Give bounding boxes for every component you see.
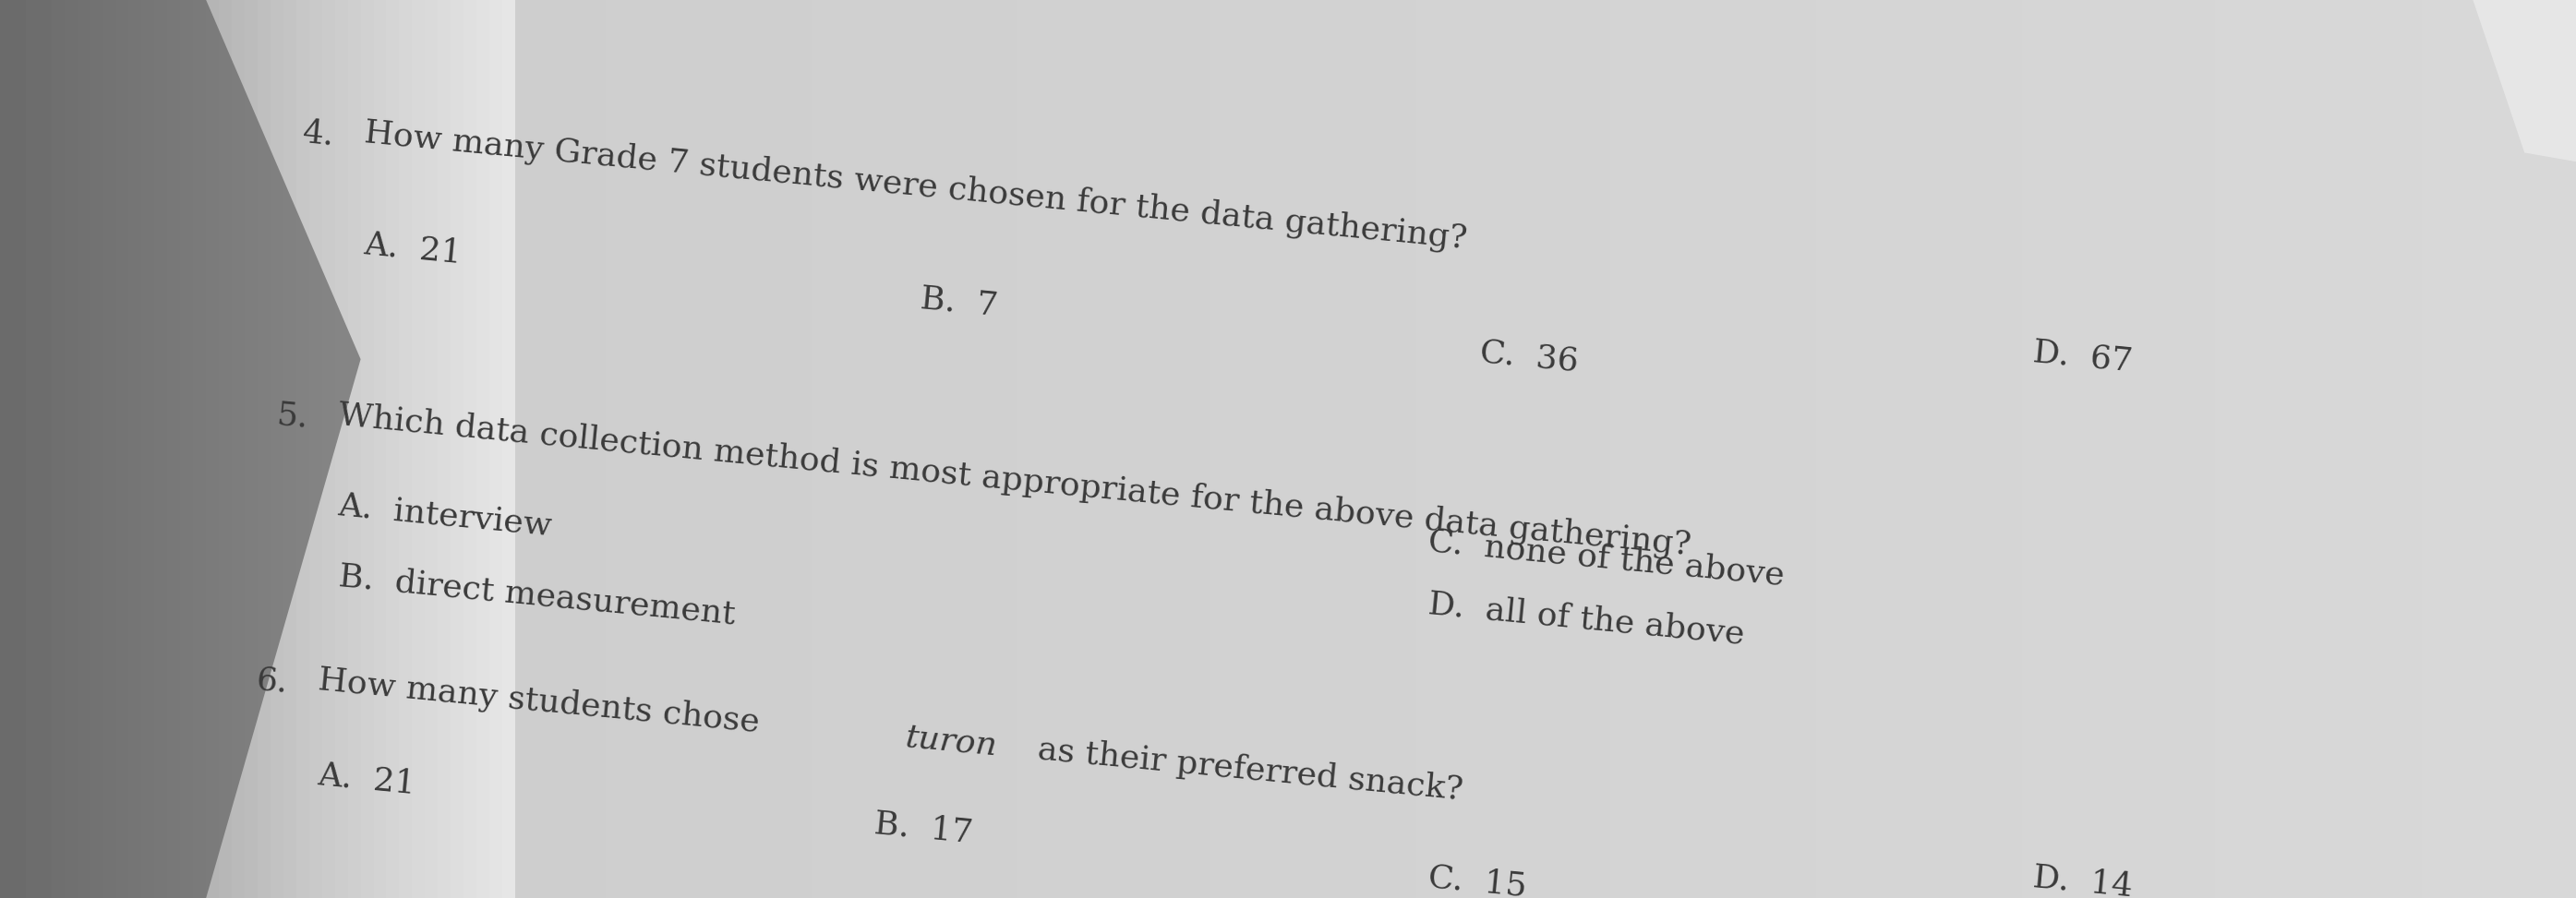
Text: A.  21: A. 21: [363, 229, 464, 269]
Text: A.  interview: A. interview: [337, 489, 554, 541]
Text: Which data collection method is most appropriate for the above data gathering?: Which data collection method is most app…: [337, 400, 1692, 561]
Text: 4.: 4.: [301, 117, 335, 151]
Text: C.  15: C. 15: [1427, 862, 1528, 898]
Text: How many students chose: How many students chose: [317, 665, 770, 740]
Polygon shape: [2473, 0, 2576, 162]
Text: B.  direct measurement: B. direct measurement: [337, 561, 737, 630]
Text: 6.: 6.: [255, 665, 289, 699]
Polygon shape: [0, 0, 361, 898]
Text: A.  21: A. 21: [317, 759, 417, 799]
Text: How many Grade 7 students were chosen for the data gathering?: How many Grade 7 students were chosen fo…: [363, 117, 1468, 254]
Text: C.  36: C. 36: [1479, 337, 1579, 377]
Text: as their preferred snack?: as their preferred snack?: [1025, 733, 1466, 806]
Text: 5.: 5.: [276, 400, 309, 434]
Text: D.  14: D. 14: [2032, 862, 2136, 898]
Text: B.  17: B. 17: [873, 808, 974, 849]
Text: D.  all of the above: D. all of the above: [1427, 588, 1747, 650]
Text: C.  none of the above: C. none of the above: [1427, 525, 1785, 591]
Text: B.  7: B. 7: [920, 283, 999, 321]
Text: D.  67: D. 67: [2032, 337, 2136, 377]
Text: turon: turon: [904, 721, 999, 762]
